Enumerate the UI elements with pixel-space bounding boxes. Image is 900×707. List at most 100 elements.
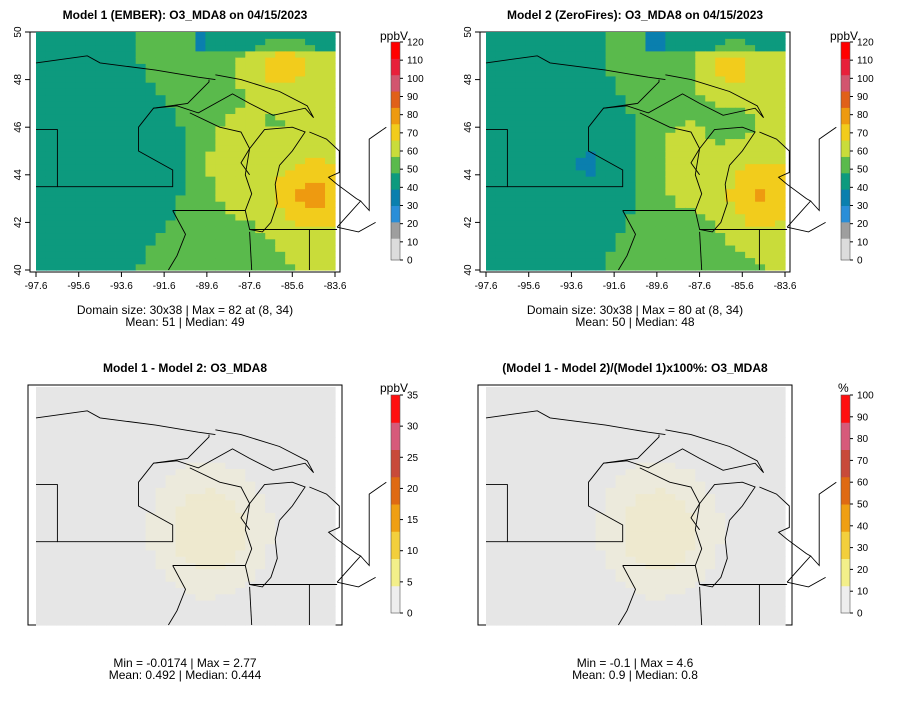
grid-cell — [625, 132, 637, 140]
grid-cell — [495, 201, 507, 208]
grid-cell — [55, 157, 67, 165]
grid-cell — [625, 556, 637, 563]
grid-cell — [565, 38, 577, 46]
grid-cell — [185, 449, 197, 457]
grid-cell — [535, 430, 547, 438]
grid-cell — [105, 455, 117, 463]
grid-cell — [735, 412, 746, 419]
grid-cell — [635, 593, 647, 601]
grid-cell — [515, 144, 527, 152]
grid-cell — [665, 487, 676, 495]
grid-cell — [625, 449, 637, 457]
grid-cell — [515, 537, 527, 545]
grid-cell — [305, 263, 316, 271]
grid-cell — [85, 480, 97, 488]
y-tick-label: 40 — [463, 264, 474, 276]
grid-cell — [486, 412, 497, 419]
grid-cell — [245, 219, 256, 227]
grid-cell — [36, 468, 47, 476]
grid-cell — [255, 169, 266, 177]
grid-cell — [225, 151, 236, 158]
grid-cell — [645, 405, 657, 413]
colorbar-segment — [391, 58, 400, 65]
grid-cell — [505, 182, 517, 190]
grid-cell — [155, 424, 167, 432]
grid-cell — [235, 462, 246, 470]
grid-cell — [655, 387, 666, 394]
grid-cell — [165, 194, 177, 202]
grid-cell — [55, 543, 67, 551]
grid-cell — [275, 82, 286, 89]
grid-cell — [265, 176, 276, 183]
grid-cell — [595, 512, 607, 520]
grid-cell — [165, 399, 177, 407]
grid-cell — [495, 493, 507, 501]
grid-cell — [655, 182, 666, 190]
grid-cell — [165, 562, 177, 570]
grid-cell — [275, 499, 286, 507]
grid-cell — [135, 207, 147, 215]
grid-cell — [505, 393, 517, 401]
grid-cell — [105, 487, 117, 495]
grid-cell — [125, 405, 137, 413]
grid-cell — [695, 531, 706, 538]
grid-cell — [565, 418, 577, 426]
grid-cell — [315, 38, 326, 46]
colorbar-segment — [841, 96, 850, 103]
grid-cell — [555, 257, 567, 265]
grid-cell — [185, 556, 197, 563]
grid-cell — [325, 194, 336, 202]
grid-cell — [685, 599, 696, 607]
grid-cell — [565, 119, 577, 127]
grid-cell — [515, 151, 527, 158]
grid-cell — [75, 182, 87, 190]
grid-cell — [695, 201, 706, 208]
grid-cell — [65, 556, 77, 563]
grid-cell — [75, 568, 87, 576]
grid-cell — [635, 556, 647, 563]
grid-cell — [765, 232, 776, 240]
grid-cell — [45, 599, 57, 607]
grid-cell — [505, 107, 517, 115]
grid-cell — [515, 449, 527, 457]
grid-cell — [565, 75, 577, 83]
grid-cell — [165, 599, 177, 607]
grid-cell — [495, 549, 507, 557]
grid-cell — [325, 568, 336, 576]
grid-cell — [535, 63, 547, 71]
grid-cell — [555, 201, 567, 208]
grid-cell — [175, 399, 187, 407]
grid-cell — [55, 587, 67, 595]
grid-cell — [585, 549, 597, 557]
stats-line-2: Mean: 50 | Median: 48 — [575, 315, 695, 329]
grid-cell — [115, 125, 127, 133]
grid-cell — [195, 612, 207, 620]
grid-cell — [765, 257, 776, 265]
grid-cell — [486, 213, 497, 221]
grid-cell — [725, 474, 736, 482]
grid-cell — [605, 169, 617, 177]
grid-cell — [225, 587, 236, 595]
grid-cell — [185, 38, 197, 46]
grid-cell — [255, 244, 266, 252]
grid-cell — [295, 138, 306, 146]
grid-cell — [755, 144, 766, 152]
grid-cell — [535, 32, 547, 39]
grid-cell — [515, 518, 527, 526]
grid-cell — [115, 593, 127, 601]
grid-cell — [215, 487, 226, 495]
grid-cell — [515, 424, 527, 432]
grid-cell — [535, 157, 547, 165]
grid-cell — [36, 606, 47, 614]
grid-cell — [565, 251, 577, 259]
grid-cell — [545, 176, 557, 183]
grid-cell — [525, 606, 537, 614]
grid-cell — [565, 568, 577, 576]
grid-cell — [635, 251, 647, 259]
grid-cell — [545, 524, 557, 532]
grid-cell — [515, 493, 527, 501]
grid-cell — [745, 213, 756, 221]
grid-cell — [755, 244, 766, 252]
grid-cell — [245, 163, 256, 171]
grid-cell — [325, 263, 336, 271]
